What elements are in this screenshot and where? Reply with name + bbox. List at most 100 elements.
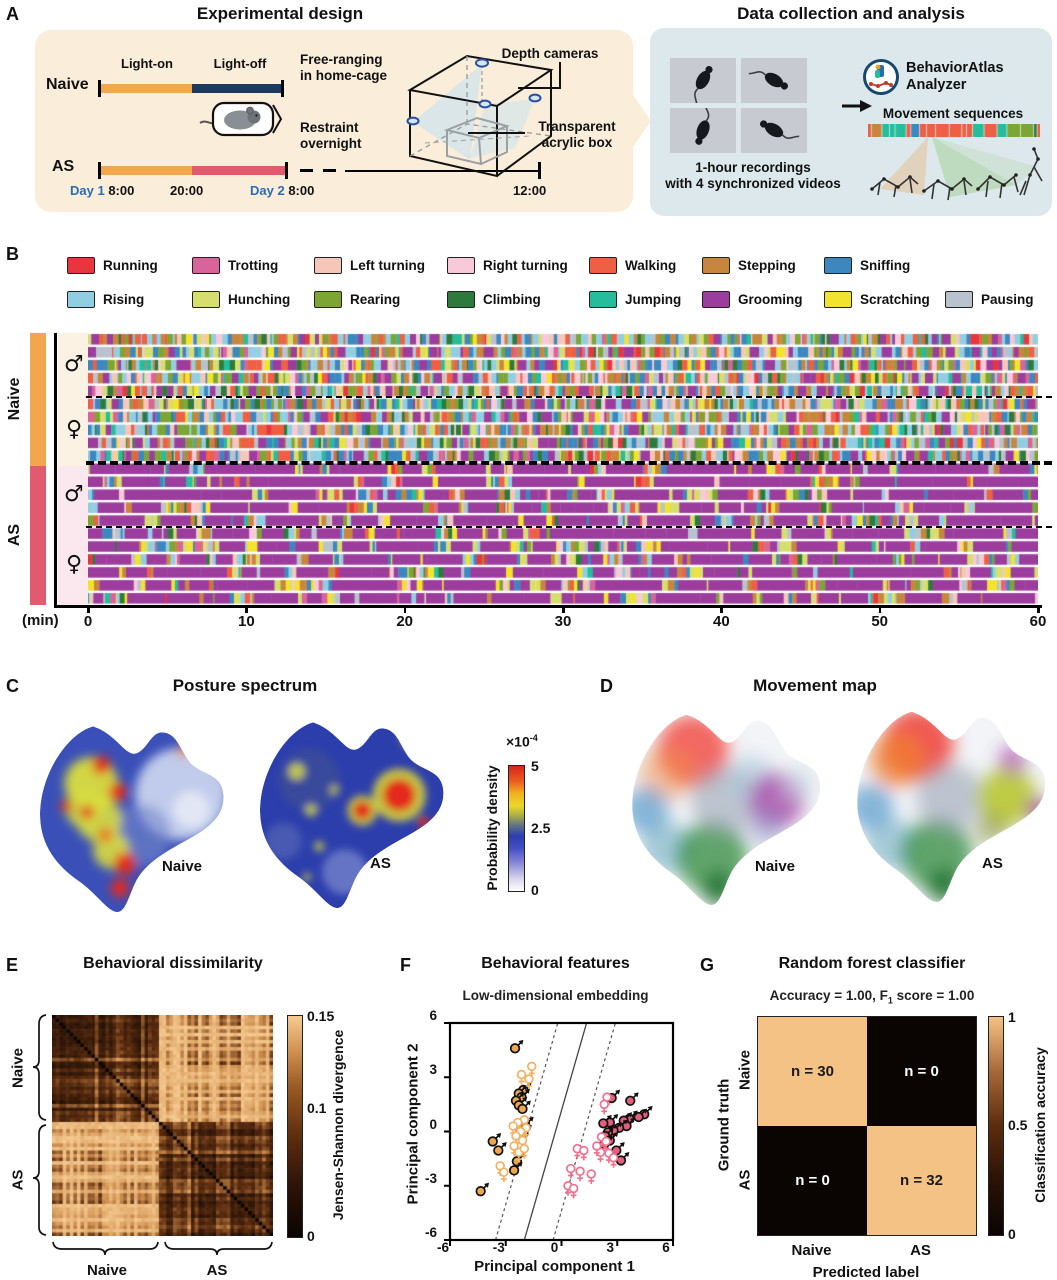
free-ranging-line2: in home-cage <box>300 68 388 83</box>
legend-item-running: Running <box>67 257 158 274</box>
depth-cameras-connector <box>518 62 561 89</box>
movemap-naive-label: Naive <box>755 858 796 875</box>
panel-a-right-title: Data collection and analysis <box>737 4 965 23</box>
legend-swatch <box>702 291 730 308</box>
g-row-as-label: AS <box>736 1169 754 1191</box>
e-col-as-label: AS <box>206 1262 228 1279</box>
ethogram-y-axis <box>54 333 57 606</box>
cbar-c-tick-2-5: 2.5 <box>531 820 551 836</box>
time-0800-2: 8:00 <box>288 183 315 198</box>
legend-swatch <box>314 291 342 308</box>
panel-b-letter: B <box>6 244 19 264</box>
behavior-legend-row-1: Running Trotting Left turning Right turning… <box>0 257 1057 283</box>
naive-group-label: Naive <box>6 377 23 421</box>
pca-y-tick-label: 3 <box>429 1062 437 1078</box>
recordings-line1: 1-hour recordings <box>695 160 811 175</box>
recording-end-tick <box>538 162 541 179</box>
legend-swatch <box>824 257 852 274</box>
x-tick <box>1037 605 1040 613</box>
logo-line2: Analyzer <box>906 77 967 93</box>
legend-item-sniffing: Sniffing <box>824 257 910 274</box>
free-ranging-line1: Free-ranging <box>300 52 383 67</box>
legend-item-hunching: Hunching <box>192 291 290 308</box>
probability-density-label: Probability density <box>484 765 500 891</box>
legend-item-rising: Rising <box>67 291 144 308</box>
panel-d-title: Movement map <box>753 676 877 695</box>
video-frame <box>741 58 807 103</box>
legend-label: Jumping <box>625 292 682 307</box>
as-timeline-label: AS <box>52 158 75 175</box>
x-tick <box>562 605 565 613</box>
confusion-cell-naive-naive: n = 30 <box>758 1017 867 1126</box>
x-tick-label: 20 <box>396 613 413 630</box>
movement-sequence-bar <box>868 124 1040 137</box>
legend-swatch <box>589 291 617 308</box>
panel-g-letter: G <box>700 955 715 975</box>
naive-female-symbol: ♀ <box>66 417 83 442</box>
legend-label: Stepping <box>738 258 796 273</box>
e-row-as-label: AS <box>9 1169 27 1191</box>
scale-base: ×10 <box>506 733 530 750</box>
day1-label: Day 1 <box>70 183 105 198</box>
movement-sequences-label: Movement sequences <box>882 106 1024 121</box>
logo-line1: BehaviorAtlas <box>906 60 1004 76</box>
row-group-braces <box>32 1014 47 1236</box>
col-group-braces <box>52 1241 273 1256</box>
x-tick <box>878 605 882 613</box>
confusion-cell-as-naive: n = 0 <box>758 1126 867 1235</box>
g-row-naive-label: Naive <box>736 1049 754 1091</box>
legend-item-rearing: Rearing <box>314 291 400 308</box>
legend-swatch <box>447 257 475 274</box>
subtitle-post: score = 1.00 <box>892 988 975 1003</box>
recording-line <box>345 169 540 172</box>
legend-label: Right turning <box>483 258 568 273</box>
cbar-g-tick-05: 0.5 <box>1008 1117 1028 1133</box>
pc2-axis-label: Principal component 2 <box>404 1043 422 1205</box>
cbar-e-tick-0: 0 <box>307 1228 315 1244</box>
naive-start-tick <box>98 80 101 97</box>
subtitle-pre: Accuracy = 1.00, F <box>769 988 888 1003</box>
pca-x-tick-label: 6 <box>662 1240 670 1255</box>
legend-item-jumping: Jumping <box>589 291 681 308</box>
acquisition-cube <box>406 54 554 178</box>
restraint-line1: Restraint <box>300 120 359 135</box>
recordings-line2: with 4 synchronized videos <box>665 176 841 191</box>
x-tick <box>87 605 90 613</box>
legend-label: Walking <box>625 258 677 273</box>
legend-label: Sniffing <box>860 258 911 273</box>
naive-end-tick <box>281 80 284 97</box>
scale-exp: -4 <box>529 733 538 743</box>
naive-group-bar <box>30 333 46 466</box>
pca-x-tick-label: -6 <box>436 1240 449 1255</box>
cbar-g-tick-0: 0 <box>1008 1226 1016 1242</box>
panel-a-title: Experimental design <box>196 4 364 23</box>
g-col-naive-label: Naive <box>791 1242 832 1259</box>
video-frame <box>670 58 736 106</box>
panel-a-letter: A <box>6 4 19 24</box>
x-tick-label: 60 <box>1029 613 1047 630</box>
pca-y-tick-label: -3 <box>424 1170 437 1186</box>
as-mid-tick <box>285 162 288 179</box>
probability-colorbar <box>508 765 525 892</box>
legend-label: Hunching <box>228 292 291 307</box>
legend-label: Rising <box>103 292 145 307</box>
posture-map-naive <box>25 712 235 922</box>
time-0800: 8:00 <box>108 183 135 198</box>
day2-label: Day 2 <box>250 183 285 198</box>
panel-c-title: Posture spectrum <box>172 676 318 695</box>
legend-item-walking: Walking <box>589 257 676 274</box>
legend-label: Left turning <box>350 258 425 273</box>
day1-time: Day 1 8:00 <box>70 183 134 198</box>
restraint-line2: overnight <box>300 136 362 151</box>
legend-label: Rearing <box>350 292 401 307</box>
timeline-dash-1 <box>300 169 313 172</box>
legend-item-stepping: Stepping <box>702 257 796 274</box>
panel-g-subtitle: Accuracy = 1.00, F1 score = 1.00 <box>722 988 1022 1006</box>
panel-e-title: Behavioral dissimilarity <box>83 955 263 972</box>
confusion-cell-naive-as: n = 0 <box>867 1017 976 1126</box>
as-female-symbol: ♀ <box>66 552 83 577</box>
as-rows-tint <box>58 466 88 605</box>
pca-y-tick-label: 0 <box>429 1116 437 1132</box>
legend-item-right-turning: Right turning <box>447 257 568 274</box>
legend-label: Scratching <box>860 292 930 307</box>
